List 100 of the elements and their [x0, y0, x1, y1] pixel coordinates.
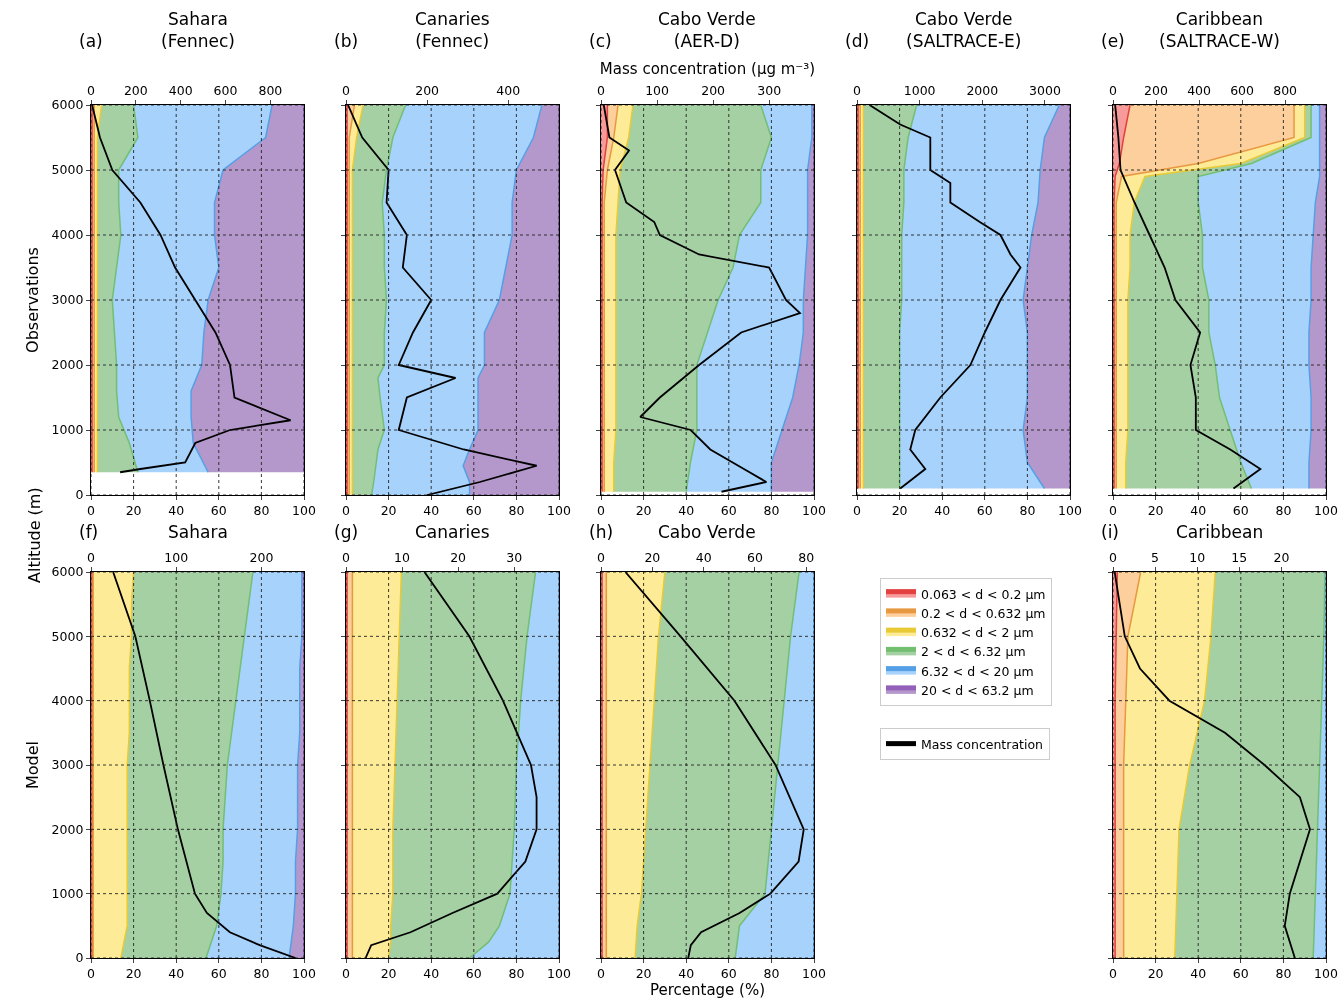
x-tick-label: 80: [508, 966, 525, 982]
x-tick-label: 40: [1190, 503, 1207, 519]
legend-label: 20 < d < 63.2 μm: [921, 682, 1034, 698]
x-tick-label: 20: [125, 503, 142, 519]
x2-tick-label: 200: [249, 549, 274, 565]
x-tick-label: 80: [253, 503, 270, 519]
text: (d): [845, 31, 870, 51]
x-tick-label: 60: [210, 503, 227, 519]
x2-tick-label: 60: [747, 549, 763, 565]
x-tick-label: 40: [168, 503, 185, 519]
x2-tick-label: 0: [1109, 549, 1118, 565]
x-tick-label: 20: [635, 503, 652, 519]
x-tick-label: 60: [720, 503, 737, 519]
x2-tick-label: 0: [87, 82, 96, 98]
text: (c): [589, 31, 612, 51]
x2-tick-label: 0: [853, 82, 862, 98]
x-tick-label: 80: [763, 503, 780, 519]
x-tick-label: 60: [465, 966, 482, 982]
x-tick-label: 100: [1058, 503, 1082, 519]
x2-tick-label: 600: [213, 82, 238, 98]
x-tick-label: 0: [597, 503, 606, 519]
y-tick-label: 5000: [51, 628, 84, 644]
x2-tick-label: 80: [798, 549, 815, 565]
y-tick-label: 4000: [51, 227, 84, 243]
x-tick-label: 0: [342, 503, 351, 519]
chart-title: Cabo Verde (SALTRACE-E): [906, 9, 1022, 52]
chart-title: Canaries (Fennec): [415, 9, 490, 52]
x-tick-label: 100: [547, 503, 571, 519]
x-tick-label: 20: [635, 966, 652, 982]
legend-label: 6.32 < d < 20 μm: [921, 663, 1034, 679]
y-tick-label: 0: [75, 487, 84, 503]
y-tick-label: 3000: [51, 292, 84, 308]
x-tick-label: 20: [1147, 503, 1164, 519]
x2-tick-label: 0: [87, 549, 96, 565]
x-tick-label: 0: [597, 966, 606, 982]
legend-label: 2 < d < 6.32 μm: [921, 644, 1026, 660]
y-tick-label: 3000: [51, 757, 84, 773]
x-tick-label: 100: [1314, 966, 1338, 982]
text: (f): [79, 522, 99, 542]
y-tick-label: 1000: [51, 886, 84, 902]
x-tick-label: 20: [891, 503, 908, 519]
x2-tick-label: 600: [1230, 82, 1255, 98]
x-tick-label: 40: [1190, 966, 1207, 982]
x-tick-label: 80: [253, 966, 270, 982]
y-tick-label: 6000: [51, 97, 84, 113]
x-tick-label: 0: [87, 966, 96, 982]
x-tick-label: 0: [342, 966, 351, 982]
x2-tick-label: 400: [496, 82, 521, 98]
x2-tick-label: 30: [506, 549, 523, 565]
y-tick-label: 4000: [51, 693, 84, 709]
text: (h): [589, 522, 614, 542]
x2-tick-label: 200: [701, 82, 726, 98]
chart-title: Sahara: [168, 522, 228, 542]
x2-tick-label: 20: [450, 549, 467, 565]
x2-tick-label: 0: [597, 549, 606, 565]
chart-title: Sahara (Fennec): [161, 9, 235, 52]
text: (a): [79, 31, 103, 51]
x-tick-label: 40: [678, 503, 695, 519]
text: (b): [334, 31, 359, 51]
x-tick-label: 60: [465, 503, 482, 519]
x2-tick-label: 0: [597, 82, 606, 98]
text: (e): [1101, 31, 1125, 51]
x-tick-label: 80: [1019, 503, 1036, 519]
x2-tick-label: 100: [164, 549, 189, 565]
x-tick-label: 20: [380, 966, 397, 982]
x2-tick-label: 0: [342, 549, 351, 565]
chart-title: Cabo Verde: [658, 522, 756, 542]
x2-tick-label: 800: [258, 82, 283, 98]
x-tick-label: 40: [934, 503, 951, 519]
x2-tick-label: 20: [1273, 549, 1290, 565]
x2-tick-label: 100: [645, 82, 670, 98]
x-tick-label: 60: [720, 966, 737, 982]
x2-tick-label: 400: [1187, 82, 1212, 98]
x-tick-label: 80: [1275, 966, 1292, 982]
x-tick-label: 100: [292, 503, 316, 519]
x2-tick-label: 40: [695, 549, 712, 565]
y-tick-label: 2000: [51, 821, 84, 837]
x-tick-label: 100: [802, 503, 826, 519]
x-tick-label: 20: [1147, 966, 1164, 982]
y-axis-title: Model: [23, 740, 43, 790]
x2-tick-label: 200: [1144, 82, 1169, 98]
x2-tick-label: 5: [1151, 549, 1160, 565]
x2-tick-label: 0: [342, 82, 351, 98]
x-tick-label: 60: [976, 503, 993, 519]
chart-title: Cabo Verde (AER-D): [658, 9, 756, 52]
x2-tick-label: 10: [394, 549, 411, 565]
x-tick-label: 100: [292, 966, 316, 982]
x-tick-label: 60: [210, 966, 227, 982]
x-tick-label: 40: [423, 966, 440, 982]
chart-title: Caribbean (SALTRACE-W): [1159, 9, 1280, 52]
chart-title: Caribbean: [1176, 522, 1264, 542]
x2-tick-label: 20: [644, 549, 661, 565]
x-tick-label: 20: [125, 966, 142, 982]
x2-tick-label: 200: [123, 82, 148, 98]
legend-label: 0.2 < d < 0.632 μm: [921, 605, 1046, 621]
x2-axis-title: Mass concentration (μg m⁻³): [599, 60, 816, 79]
x2-tick-label: 300: [757, 82, 782, 98]
y-tick-label: 0: [75, 950, 84, 966]
x2-tick-label: 3000: [1029, 82, 1061, 98]
x-axis-title: Percentage (%): [649, 981, 766, 1000]
